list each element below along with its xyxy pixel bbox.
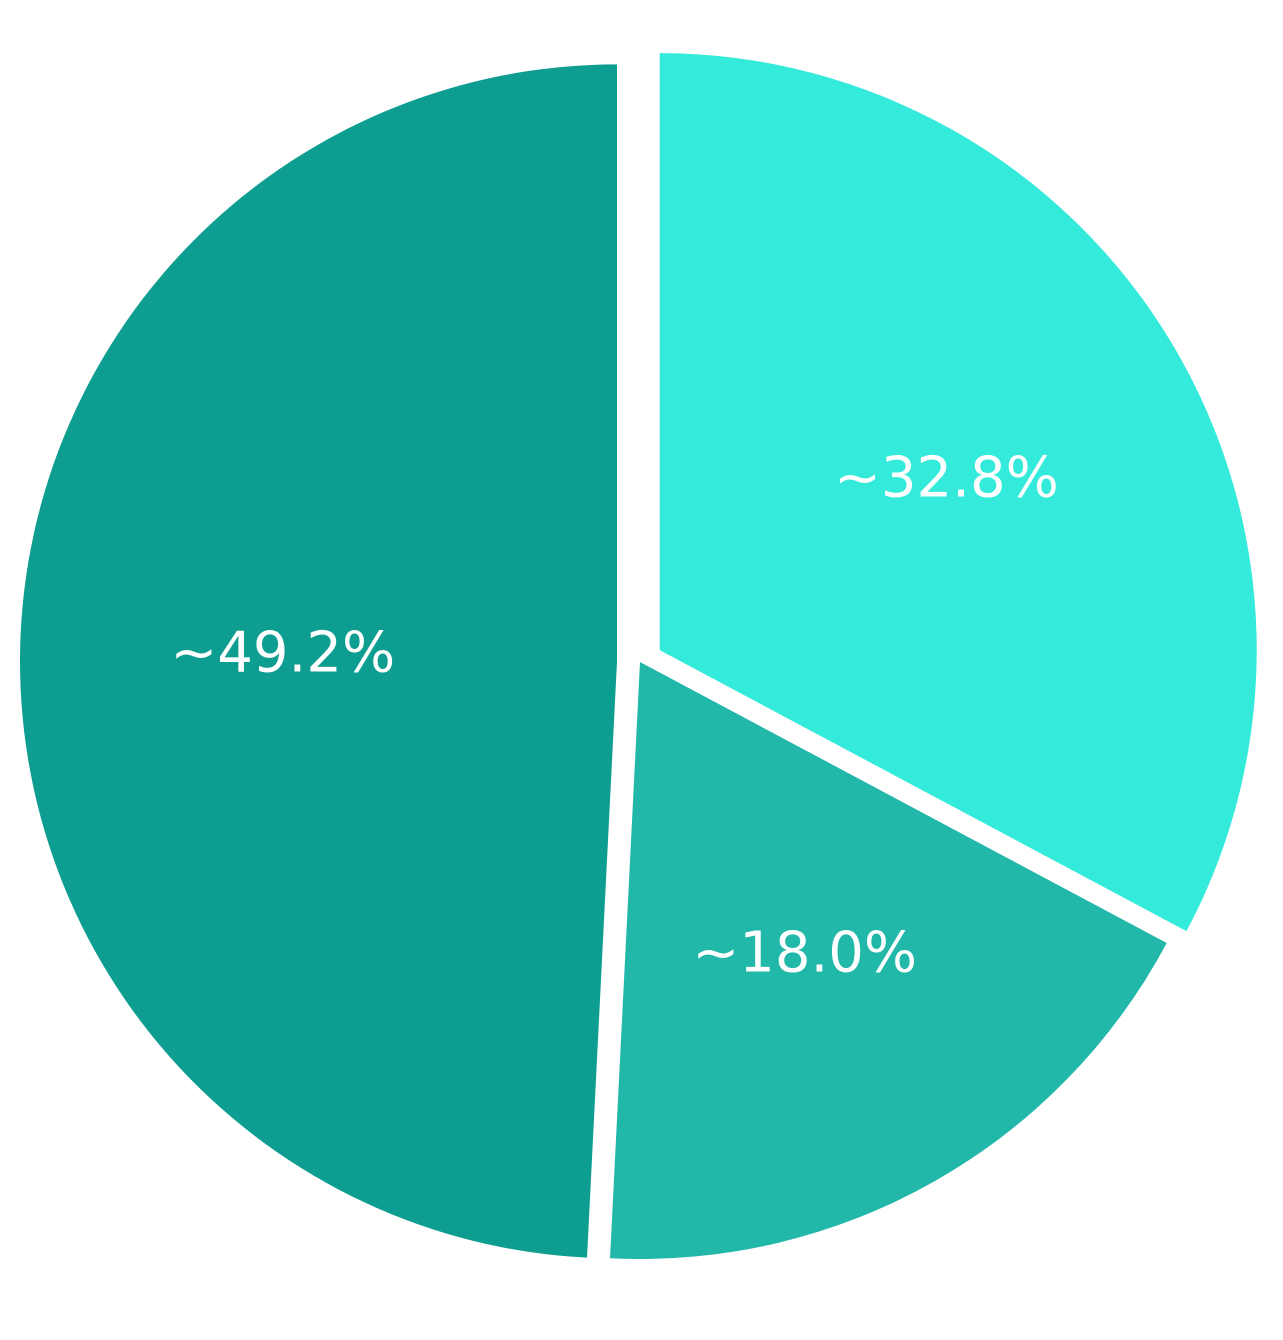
pie-slice-3 xyxy=(20,64,618,1258)
pie-labels: ~32.8% ~18.0% ~49.2% xyxy=(170,446,1058,986)
pie-slice-label-2: ~18.0% xyxy=(692,920,917,985)
pie-slice-2 xyxy=(610,662,1167,1259)
pie-slices xyxy=(20,53,1257,1259)
pie-slice-label-3: ~49.2% xyxy=(170,621,395,686)
pie-slice-1 xyxy=(659,53,1257,932)
pie-slice-label-1: ~32.8% xyxy=(834,446,1059,511)
